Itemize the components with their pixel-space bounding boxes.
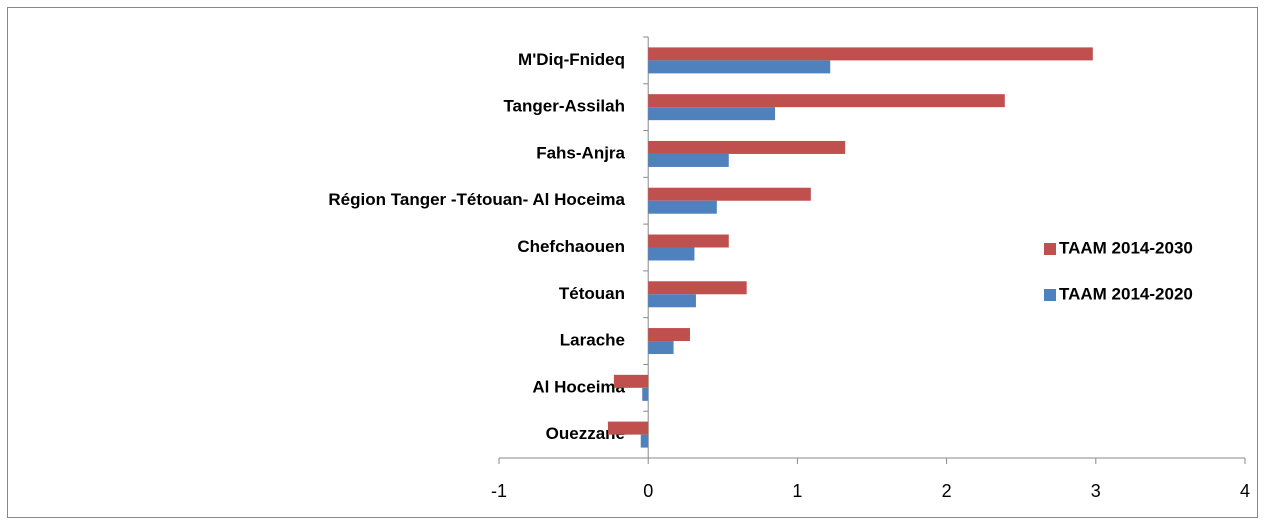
category-label: Ouezzane bbox=[546, 424, 625, 443]
category-label: Al Hoceima bbox=[532, 377, 625, 396]
bar bbox=[648, 187, 811, 201]
category-label: Tétouan bbox=[559, 284, 625, 303]
x-tick-label: 3 bbox=[1091, 481, 1101, 501]
bar bbox=[648, 47, 1093, 61]
bar bbox=[648, 328, 690, 342]
legend-swatch bbox=[1044, 289, 1056, 301]
bar bbox=[648, 200, 717, 214]
category-label: Larache bbox=[560, 331, 625, 350]
bar bbox=[648, 247, 695, 261]
category-label: Fahs-Anjra bbox=[536, 143, 625, 162]
category-label: Chefchaouen bbox=[517, 237, 625, 256]
x-tick-label: 0 bbox=[643, 481, 653, 501]
bar bbox=[648, 94, 1005, 108]
category-label: Région Tanger -Tétouan- Al Hoceima bbox=[328, 190, 625, 209]
x-tick-label: 4 bbox=[1240, 481, 1250, 501]
bar bbox=[642, 387, 649, 401]
legend-swatch bbox=[1044, 243, 1056, 255]
category-label: Tanger-Assilah bbox=[503, 97, 625, 116]
x-tick-label: 2 bbox=[942, 481, 952, 501]
bar bbox=[648, 140, 846, 154]
bar bbox=[648, 294, 696, 308]
legend-label: TAAM 2014-2030 bbox=[1059, 238, 1193, 257]
chart-border bbox=[7, 7, 1258, 518]
x-tick-label: 1 bbox=[792, 481, 802, 501]
bar bbox=[648, 341, 674, 355]
bar bbox=[607, 421, 649, 435]
bar bbox=[648, 153, 729, 167]
legend-label: TAAM 2014-2020 bbox=[1059, 284, 1193, 303]
category-label: M'Diq-Fnideq bbox=[518, 50, 625, 69]
bar bbox=[613, 374, 649, 388]
bar bbox=[648, 107, 776, 121]
x-tick-label: -1 bbox=[491, 481, 507, 501]
bar bbox=[648, 281, 747, 295]
bar bbox=[648, 60, 831, 74]
bar bbox=[648, 234, 729, 248]
bar bbox=[640, 434, 649, 448]
